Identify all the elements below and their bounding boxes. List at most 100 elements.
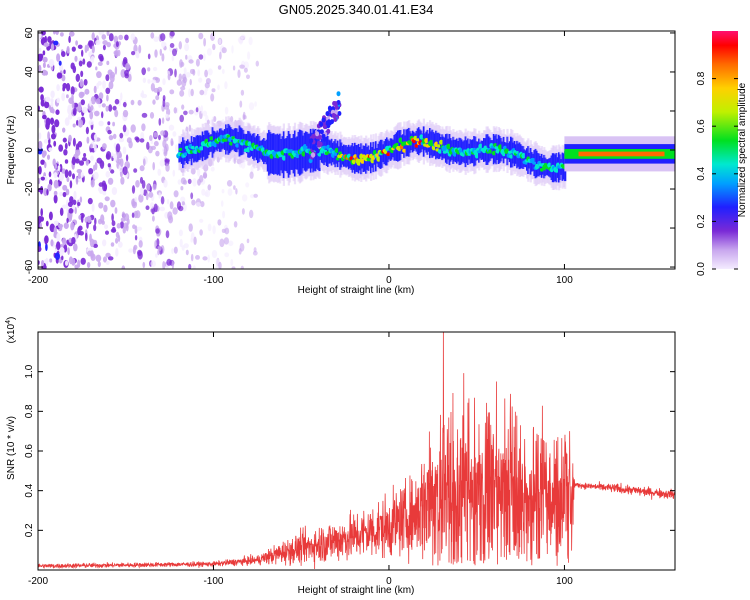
signal-peak bbox=[356, 161, 362, 166]
noise-cell bbox=[176, 79, 182, 86]
noise-cell bbox=[252, 250, 258, 256]
noise-region bbox=[38, 31, 259, 269]
noise-cell bbox=[56, 72, 62, 79]
noise-cell bbox=[219, 238, 225, 248]
noise-cell bbox=[179, 90, 185, 97]
noise-cell bbox=[155, 95, 160, 101]
noise-cell bbox=[114, 49, 119, 58]
noise-cell bbox=[57, 165, 61, 171]
noise-cell bbox=[72, 199, 77, 206]
noise-cell bbox=[47, 154, 50, 160]
signal-peak bbox=[219, 134, 224, 140]
noise-cell bbox=[62, 86, 66, 92]
noise-cell bbox=[165, 163, 170, 172]
noise-cell bbox=[77, 44, 83, 49]
noise-cell bbox=[181, 73, 187, 81]
burst-cell bbox=[334, 104, 339, 110]
noise-cell bbox=[59, 63, 64, 73]
noise-cell bbox=[233, 221, 238, 228]
noise-cell bbox=[206, 48, 212, 56]
signal-cell bbox=[448, 134, 451, 166]
noise-cell bbox=[69, 31, 75, 37]
noise-cell bbox=[211, 88, 216, 93]
noise-cell bbox=[103, 204, 108, 213]
noise-cell bbox=[63, 222, 69, 229]
noise-cell bbox=[158, 118, 162, 126]
noise-cell bbox=[224, 106, 229, 115]
noise-cell bbox=[60, 32, 64, 37]
noise-cell bbox=[249, 171, 254, 179]
noise-cell bbox=[94, 217, 97, 226]
spectrogram-image bbox=[38, 31, 675, 269]
noise-cell bbox=[228, 240, 234, 247]
noise-cell bbox=[44, 161, 47, 169]
noise-cell bbox=[43, 139, 49, 144]
noise-cell bbox=[114, 98, 120, 105]
signal-peak bbox=[446, 143, 451, 150]
noise-cell bbox=[76, 169, 83, 174]
signal-cell bbox=[357, 143, 360, 174]
y-tick-label: 20 bbox=[24, 105, 35, 117]
signal-peak bbox=[554, 168, 559, 173]
noise-cell bbox=[190, 253, 194, 262]
noise-cell bbox=[120, 176, 125, 185]
noise-cell bbox=[131, 51, 136, 56]
noise-cell bbox=[88, 104, 94, 112]
noise-cell bbox=[224, 252, 230, 258]
noise-cell bbox=[137, 99, 142, 106]
x-tick-label: 100 bbox=[556, 275, 573, 286]
noise-cell bbox=[40, 208, 43, 217]
noise-cell bbox=[61, 255, 64, 261]
noise-cell bbox=[38, 53, 43, 62]
noise-cell bbox=[163, 179, 168, 188]
noise-cell bbox=[190, 237, 193, 243]
noise-cell bbox=[72, 137, 76, 147]
signal-cell bbox=[494, 135, 497, 163]
noise-cell bbox=[85, 159, 89, 166]
noise-cell bbox=[81, 49, 84, 57]
cb-tick-label: 0.8 bbox=[696, 71, 707, 85]
noise-cell bbox=[166, 199, 170, 205]
noise-cell bbox=[146, 141, 150, 150]
noise-cell bbox=[220, 200, 224, 207]
noise-cell bbox=[103, 183, 107, 192]
noise-cell bbox=[73, 243, 78, 252]
cb-tick-label: 0.2 bbox=[696, 214, 707, 228]
noise-cell bbox=[150, 32, 155, 39]
noise-cell bbox=[125, 62, 131, 71]
noise-cell bbox=[151, 79, 157, 84]
noise-cell bbox=[38, 119, 41, 129]
burst-cell bbox=[322, 136, 327, 142]
noise-cell bbox=[173, 107, 177, 114]
noise-cell bbox=[172, 207, 178, 215]
noise-cell bbox=[80, 91, 85, 97]
noise-cell bbox=[178, 41, 182, 50]
noise-cell bbox=[112, 121, 115, 127]
noise-cell bbox=[169, 201, 174, 210]
noise-cell bbox=[162, 78, 166, 86]
noise-cell bbox=[77, 102, 82, 111]
noise-cell bbox=[117, 234, 121, 242]
noise-cell bbox=[254, 101, 257, 107]
noise-cell bbox=[153, 36, 159, 42]
noise-cell bbox=[102, 80, 106, 89]
noise-cell bbox=[67, 113, 73, 120]
noise-cell bbox=[54, 252, 61, 260]
noise-cell bbox=[98, 202, 104, 209]
noise-cell bbox=[161, 117, 165, 124]
noise-cell bbox=[172, 169, 176, 177]
noise-cell bbox=[224, 81, 228, 90]
noise-cell bbox=[117, 241, 123, 248]
noise-cell bbox=[103, 256, 107, 263]
noise-cell bbox=[134, 136, 139, 141]
burst-cell bbox=[311, 145, 316, 151]
noise-cell bbox=[188, 124, 192, 132]
noise-cell bbox=[51, 108, 55, 114]
noise-cell bbox=[77, 202, 81, 206]
noise-cell bbox=[180, 61, 185, 67]
noise-cell bbox=[246, 74, 250, 80]
figure-title: GN05.2025.340.01.41.E34 bbox=[279, 2, 434, 17]
noise-cell bbox=[82, 58, 86, 65]
noise-cell bbox=[174, 68, 177, 78]
